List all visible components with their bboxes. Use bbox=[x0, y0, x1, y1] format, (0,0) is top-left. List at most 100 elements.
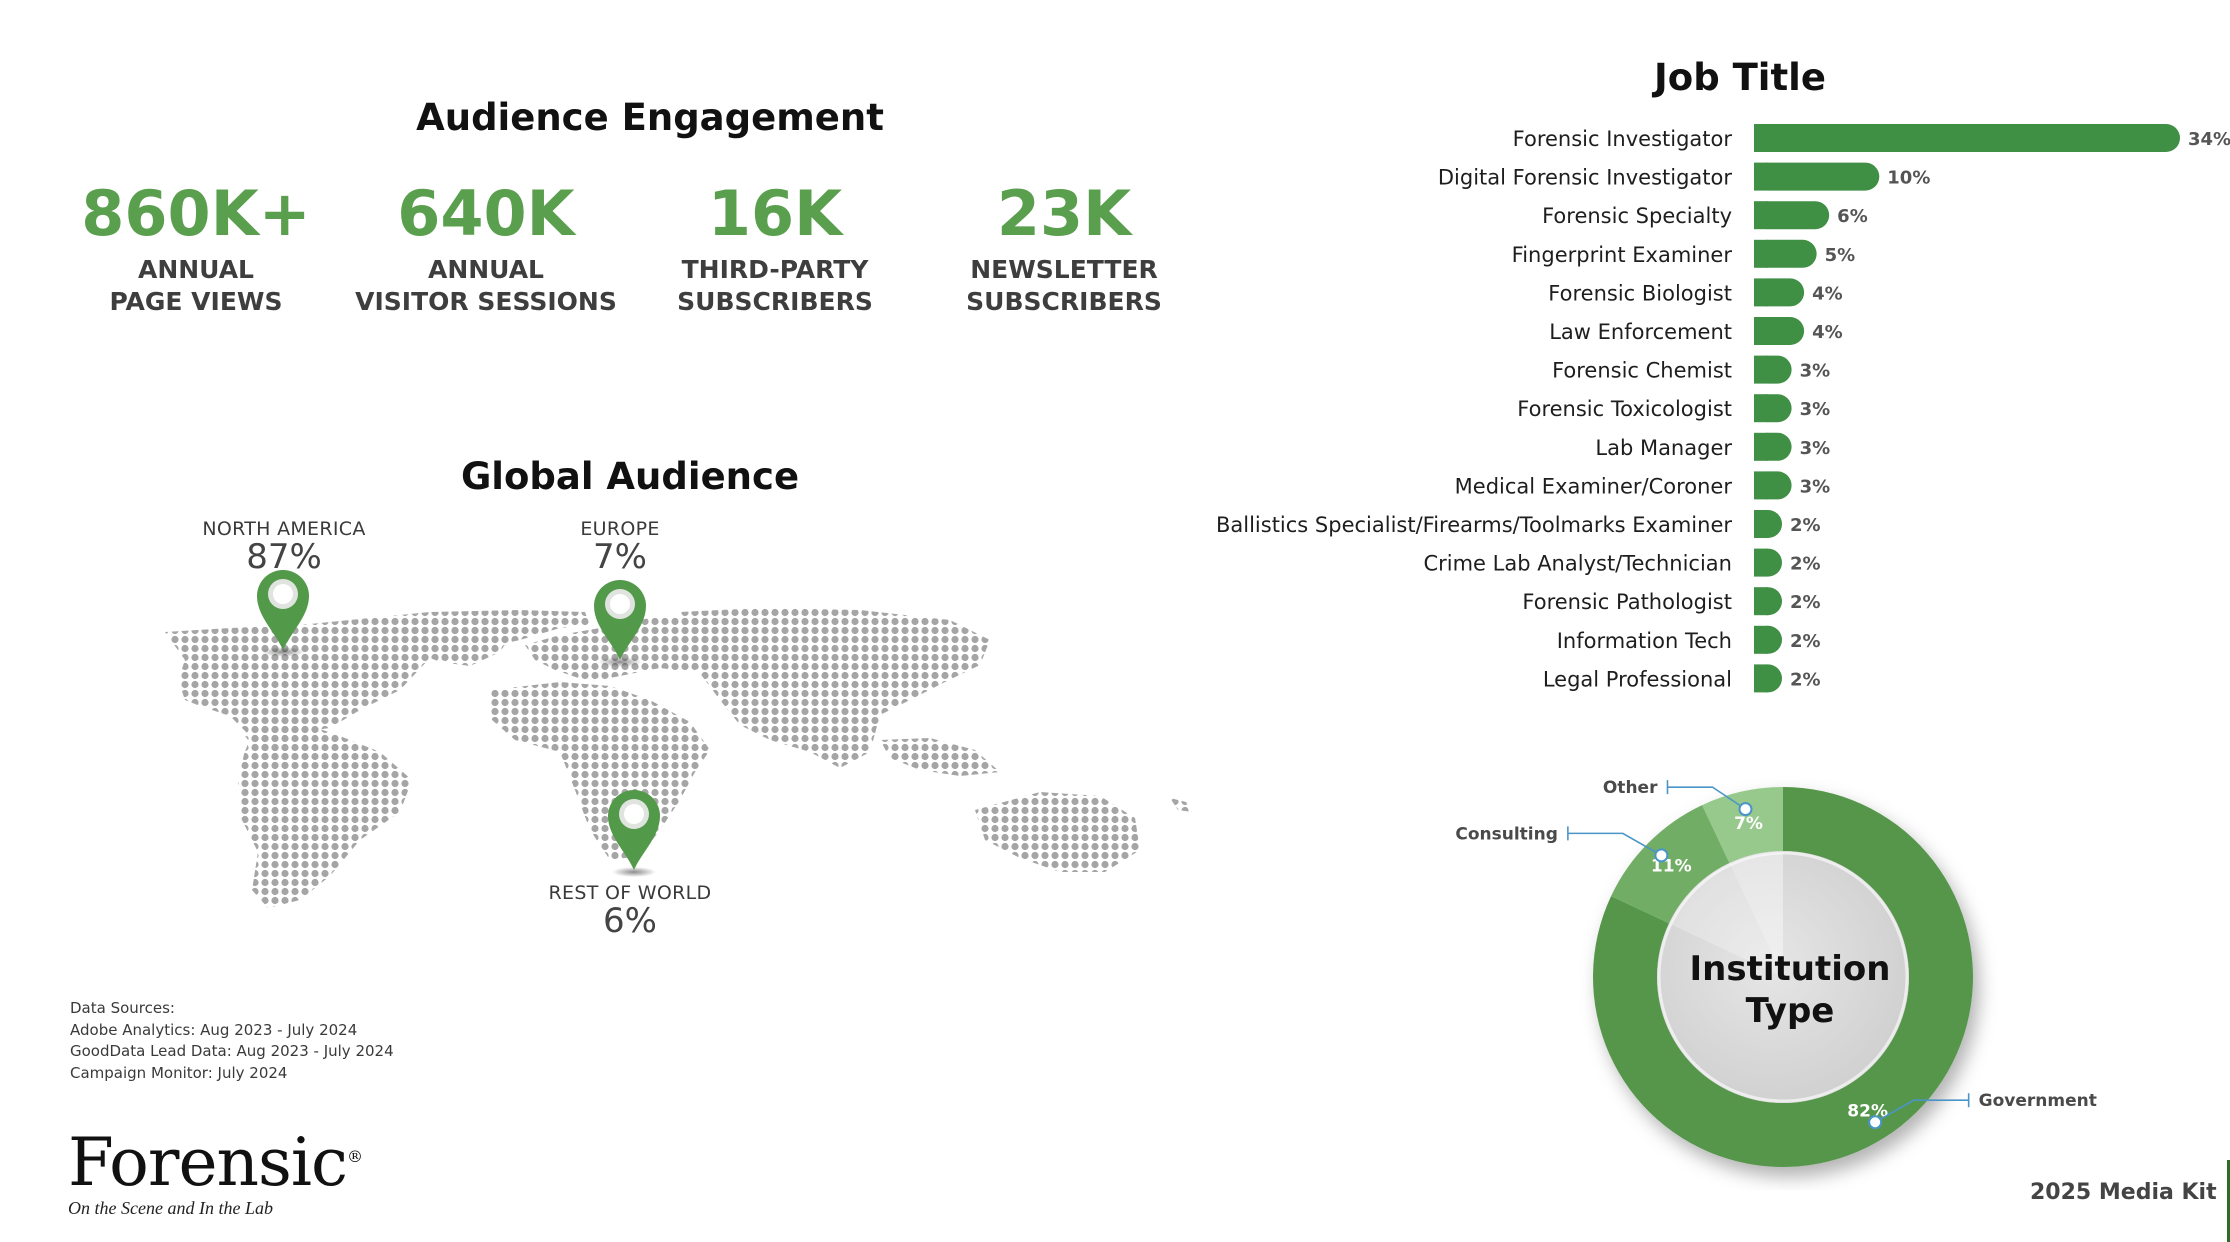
pin-europe-icon bbox=[594, 580, 646, 667]
stat-value: 860K+ bbox=[81, 177, 311, 250]
stat-value: 640K bbox=[397, 177, 575, 250]
bar-category-label: Forensic Biologist bbox=[1548, 281, 1732, 305]
stat-label-line1: ANNUAL bbox=[137, 255, 254, 285]
donut-ring bbox=[1593, 787, 1973, 1167]
bar-category-label: Forensic Chemist bbox=[1552, 359, 1732, 383]
stat-newsletter-subscribers: 23K NEWSLETTER SUBSCRIBERS bbox=[914, 177, 1214, 318]
stat-visitor-sessions: 640K ANNUAL VISITOR SESSIONS bbox=[336, 177, 636, 318]
map-continents bbox=[165, 608, 1192, 908]
bar-row: Information Tech 2% bbox=[1557, 625, 1821, 654]
bar-category-label: Legal Professional bbox=[1543, 667, 1732, 691]
bar-value-label: 2% bbox=[1790, 515, 1821, 536]
media-kit-label: 2025 Media Kit bbox=[2030, 1180, 2217, 1205]
stat-label-line1: THIRD-PARTY bbox=[681, 255, 869, 285]
continent-australia bbox=[975, 792, 1140, 872]
region-percent: 6% bbox=[603, 901, 657, 941]
bar-value-label: 3% bbox=[1800, 476, 1831, 497]
bar-row: Forensic Investigator 34% bbox=[1513, 124, 2230, 152]
bar-category-label: Lab Manager bbox=[1595, 436, 1732, 460]
institution-type-donut-chart: Institution Type 82%Government11%Consult… bbox=[1455, 778, 2097, 1167]
bar-value-label: 3% bbox=[1800, 361, 1831, 382]
data-source-line: Adobe Analytics: Aug 2023 - July 2024 bbox=[70, 1020, 358, 1039]
logo-tagline: On the Scene and In the Lab bbox=[68, 1198, 273, 1218]
region-percent: 7% bbox=[593, 537, 647, 577]
bar-category-label: Forensic Toxicologist bbox=[1517, 397, 1732, 421]
bar-square-end bbox=[1754, 471, 1768, 500]
donut-inner-sector bbox=[1670, 864, 1783, 977]
bar-square-end bbox=[1754, 548, 1768, 577]
donut-callout-line bbox=[1567, 832, 1662, 857]
job-title-bar-chart: Forensic Investigator 34% Digital Forensic… bbox=[1216, 124, 2230, 693]
data-source-line: GoodData Lead Data: Aug 2023 - July 2024 bbox=[70, 1042, 394, 1060]
stat-label-line2: SUBSCRIBERS bbox=[966, 287, 1162, 317]
region-name: EUROPE bbox=[580, 518, 660, 540]
bar-category-label: Medical Examiner/Coroner bbox=[1455, 474, 1733, 498]
bar bbox=[1754, 124, 2180, 152]
bar-square-end bbox=[1754, 239, 1768, 268]
bar-square-end bbox=[1754, 510, 1768, 538]
bar bbox=[1754, 162, 1880, 191]
donut-value-label: 7% bbox=[1734, 814, 1763, 834]
bar-square-end bbox=[1754, 625, 1768, 654]
donut-center-disc bbox=[1657, 851, 1909, 1103]
pin-north-america-icon bbox=[257, 570, 309, 657]
donut-callout-dot bbox=[1654, 848, 1669, 863]
bar-square-end bbox=[1754, 355, 1768, 384]
forensic-logo: Forensic® On the Scene and In the Lab bbox=[68, 1130, 363, 1219]
bar-value-label: 10% bbox=[1887, 168, 1930, 189]
region-europe: EUROPE 7% bbox=[490, 518, 750, 574]
data-sources-heading: Data Sources: bbox=[70, 999, 175, 1017]
bar-value-label: 34% bbox=[2188, 129, 2230, 150]
bar-square-end bbox=[1754, 201, 1768, 230]
engagement-title: Audience Engagement bbox=[416, 96, 884, 139]
stat-label-line2: SUBSCRIBERS bbox=[677, 287, 873, 317]
bar-row: Forensic Pathologist 2% bbox=[1522, 587, 1821, 616]
region-rest-of-world: REST OF WORLD 6% bbox=[500, 882, 760, 938]
stat-label-line2: VISITOR SESSIONS bbox=[355, 287, 617, 317]
stat-value: 23K bbox=[996, 177, 1132, 250]
bar-square-end bbox=[1754, 394, 1768, 423]
donut-slice bbox=[1593, 787, 1973, 1167]
data-source-line: Campaign Monitor: July 2024 bbox=[70, 1063, 288, 1082]
donut-center-edge bbox=[1657, 851, 1909, 1103]
donut-center-label-line2: Type bbox=[1746, 991, 1835, 1031]
bar-row: Forensic Biologist 4% bbox=[1548, 278, 1843, 307]
bar-category-label: Forensic Pathologist bbox=[1522, 590, 1732, 614]
bar bbox=[1754, 201, 1830, 230]
bar-category-label: Forensic Investigator bbox=[1513, 127, 1733, 151]
donut-category-label: Government bbox=[1979, 1091, 2097, 1111]
bar-value-label: 3% bbox=[1800, 438, 1831, 459]
continent-south-america bbox=[238, 722, 412, 908]
bar-value-label: 4% bbox=[1812, 283, 1843, 304]
bar-square-end bbox=[1754, 278, 1768, 307]
donut-category-label: Other bbox=[1603, 778, 1658, 798]
bar-row: Lab Manager 3% bbox=[1595, 432, 1831, 461]
global-audience-title: Global Audience bbox=[460, 455, 800, 498]
bar-square-end bbox=[1754, 317, 1768, 345]
donut-inner-sector bbox=[1730, 853, 1783, 977]
bar-row: Medical Examiner/Coroner 3% bbox=[1455, 471, 1831, 500]
bar-value-label: 2% bbox=[1790, 669, 1821, 690]
bar bbox=[1754, 239, 1817, 268]
bar-value-label: 2% bbox=[1790, 631, 1821, 652]
bar-square-end bbox=[1754, 124, 1768, 152]
bar-value-label: 2% bbox=[1790, 592, 1821, 613]
region-north-america: NORTH AMERICA 87% bbox=[154, 518, 414, 574]
bar-row: Law Enforcement 4% bbox=[1549, 317, 1843, 345]
donut-category-label: Consulting bbox=[1455, 824, 1558, 844]
bar-row: Ballistics Specialist/Firearms/Toolmarks… bbox=[1216, 510, 1821, 538]
donut-callout-line bbox=[1667, 786, 1746, 810]
continent-africa bbox=[490, 682, 710, 860]
world-map bbox=[165, 570, 1192, 908]
bar-category-label: Fingerprint Examiner bbox=[1512, 243, 1733, 267]
donut-inner-slices bbox=[1670, 853, 1783, 977]
continent-asia bbox=[680, 608, 990, 768]
bar-row: Forensic Chemist 3% bbox=[1552, 355, 1831, 384]
bar-square-end bbox=[1754, 664, 1768, 693]
bar-row: Fingerprint Examiner 5% bbox=[1512, 239, 1855, 268]
bar-category-label: Crime Lab Analyst/Technician bbox=[1423, 552, 1732, 576]
bar-category-label: Digital Forensic Investigator bbox=[1438, 166, 1732, 190]
bar-category-label: Information Tech bbox=[1557, 629, 1732, 653]
continent-se-asia bbox=[880, 738, 1000, 776]
region-percent: 87% bbox=[246, 537, 322, 577]
